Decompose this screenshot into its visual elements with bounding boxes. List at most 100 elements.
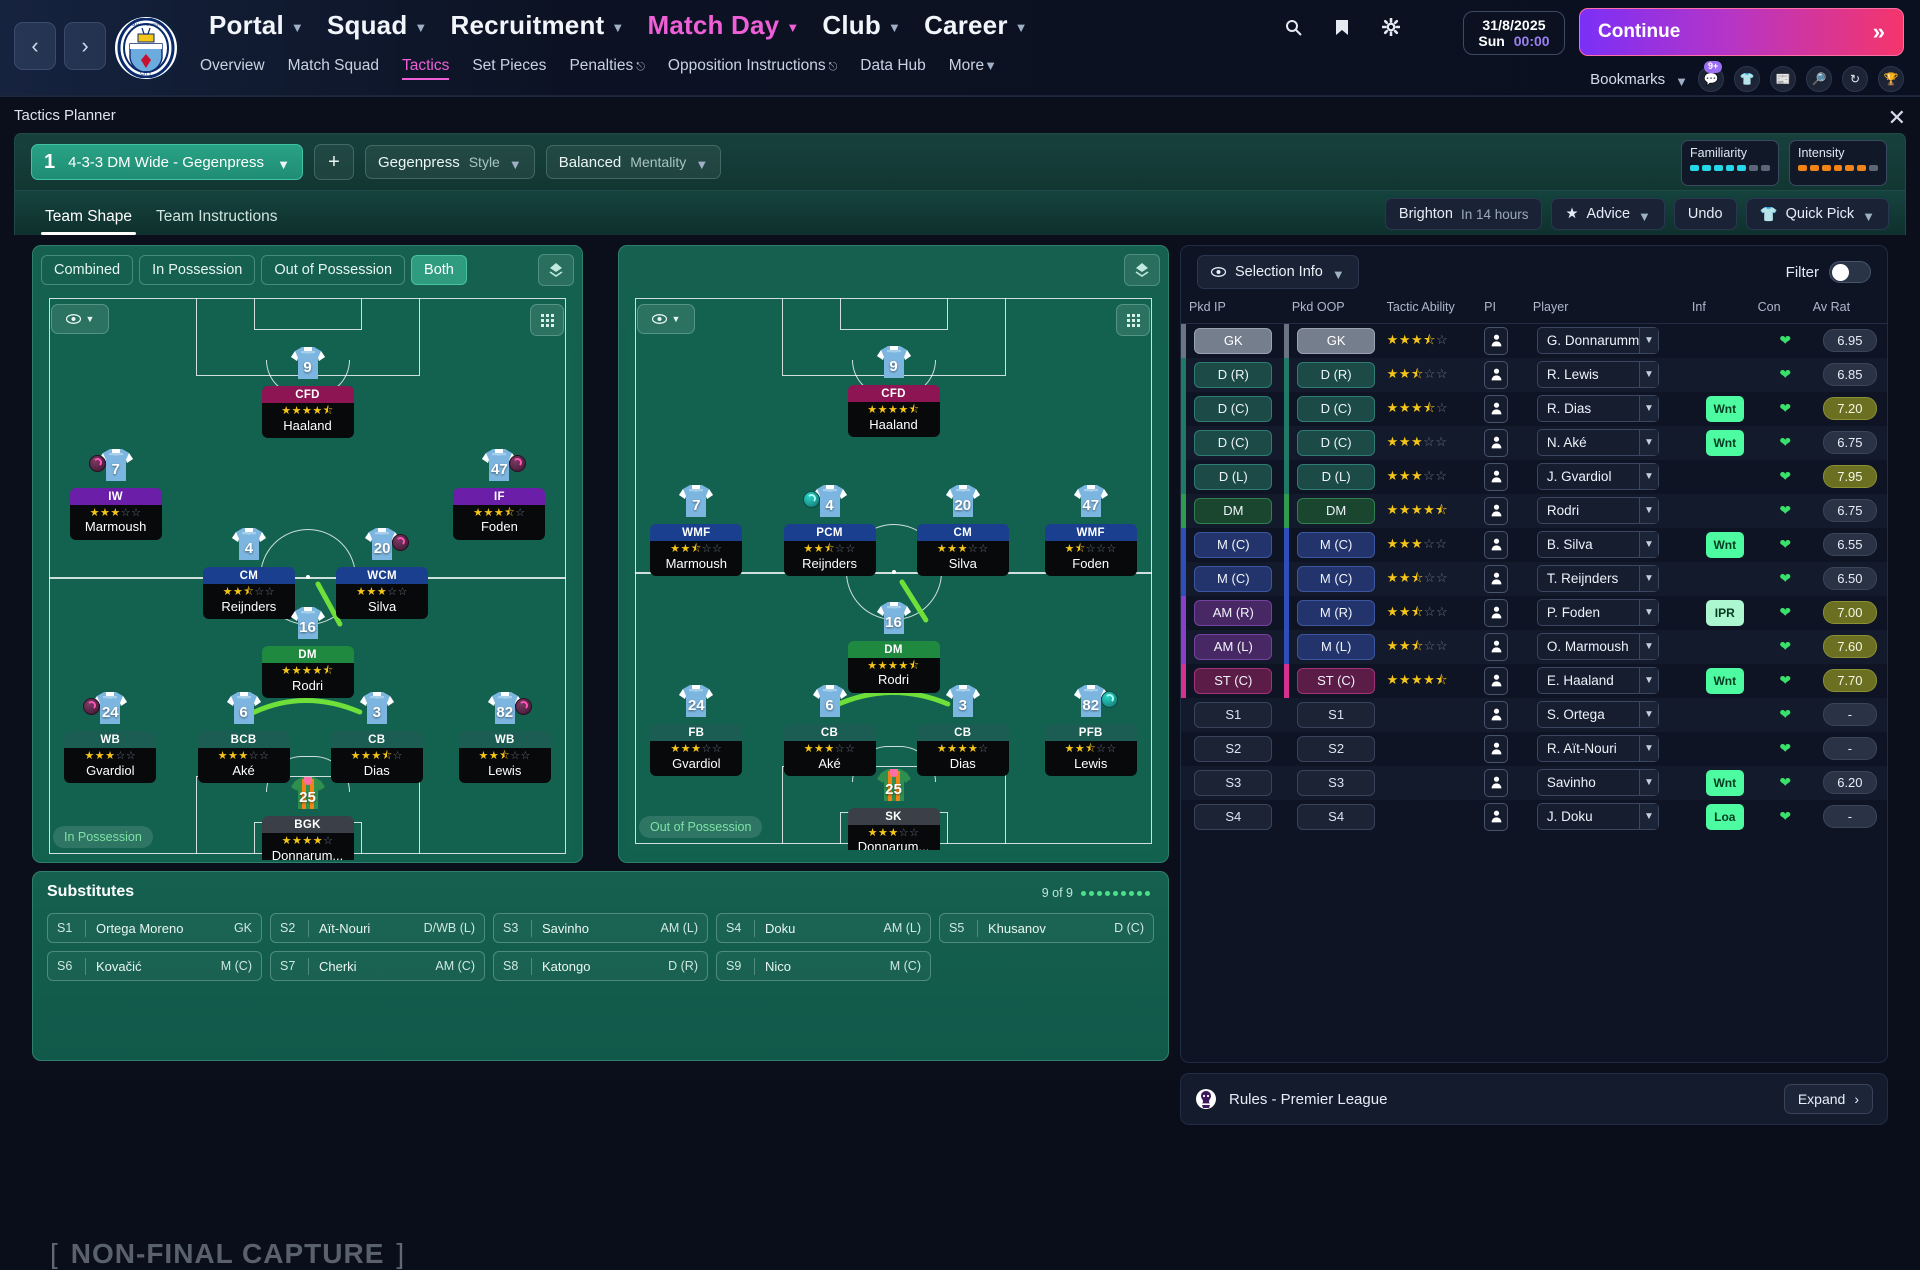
cell-pkd-oop[interactable]: S3	[1289, 766, 1387, 800]
position-button-oop[interactable]: M (R)	[1297, 599, 1376, 626]
player-instructions-icon[interactable]	[1484, 734, 1509, 763]
player-instructions-icon[interactable]	[1484, 598, 1509, 627]
position-button-oop[interactable]: ST (C)	[1297, 667, 1376, 694]
next-opponent-chip[interactable]: Brighton In 14 hours	[1384, 198, 1543, 230]
player-token[interactable]: 24 FB ★★★☆☆ Gvardiol	[650, 683, 743, 777]
add-formation-button[interactable]: +	[314, 144, 354, 180]
player-select[interactable]: J. Gvardiol ▼	[1536, 463, 1659, 490]
table-row[interactable]: GK GK ★★★⯪☆ G. Donnarumma ▼ ❤ 6.95	[1181, 323, 1887, 358]
mode-out-of-possession[interactable]: Out of Possession	[261, 255, 406, 285]
table-row[interactable]: S3 S3 Savinho ▼ Wnt ❤ 6.20	[1181, 765, 1887, 800]
cell-pkd-oop[interactable]: GK	[1289, 324, 1387, 358]
cell-pkd-ip[interactable]: D (R)	[1186, 358, 1284, 392]
player-instructions-icon[interactable]	[1484, 462, 1509, 491]
substitute-slot[interactable]: S4 Doku AM (L)	[716, 913, 931, 943]
cell-pkd-ip[interactable]: S1	[1186, 698, 1284, 732]
player-token[interactable]: 47 IF ★★★⯪☆ Foden	[453, 447, 546, 540]
position-button-ip[interactable]: M (C)	[1194, 531, 1273, 558]
cell-pkd-ip[interactable]: D (L)	[1186, 460, 1284, 494]
menu-item-match-day[interactable]: Match Day ▼	[638, 6, 808, 45]
player-instructions-icon[interactable]	[1484, 496, 1509, 525]
cell-pi[interactable]	[1484, 562, 1533, 596]
pitch-grid-icon[interactable]	[530, 304, 564, 336]
player-token[interactable]: 4 PCM ★★⯪☆☆ Reijnders	[783, 483, 876, 576]
pitch-layout-icon-secondary[interactable]	[1124, 254, 1160, 286]
cell-pi[interactable]	[1484, 324, 1533, 358]
cell-player[interactable]: P. Foden ▼	[1533, 596, 1692, 630]
cell-pkd-oop[interactable]: M (L)	[1289, 630, 1387, 664]
substitute-slot[interactable]: S8 Katongo D (R)	[493, 951, 708, 981]
player-select[interactable]: S. Ortega ▼	[1536, 701, 1659, 728]
player-token[interactable]: 20 CM ★★★☆☆ Silva	[916, 483, 1009, 576]
trophy-icon[interactable]: 🏆	[1878, 66, 1904, 92]
position-button-oop[interactable]: S1	[1297, 701, 1376, 728]
cell-pkd-oop[interactable]: M (C)	[1289, 528, 1387, 562]
pitch-layout-icon[interactable]	[538, 254, 574, 286]
subnav-item-penalties[interactable]: Penalties ⎋	[569, 57, 644, 80]
table-row[interactable]: D (C) D (C) ★★★☆☆ N. Aké ▼ Wnt ❤ 6.75	[1181, 425, 1887, 460]
filter-toggle[interactable]	[1829, 261, 1871, 283]
shirt-icon[interactable]: 👕	[1734, 66, 1760, 92]
cell-pkd-oop[interactable]: D (R)	[1289, 358, 1387, 392]
player-token[interactable]: 25 BGK ★★★★☆ Donnarum...	[261, 775, 354, 860]
quick-pick-button[interactable]: 👕 Quick Pick ▼	[1745, 198, 1889, 230]
player-token[interactable]: 3 CB ★★★⯪☆ Dias	[330, 690, 423, 784]
scout-icon[interactable]: 🔎	[1806, 66, 1832, 92]
position-button-oop[interactable]: D (C)	[1297, 395, 1376, 422]
player-select[interactable]: P. Foden ▼	[1536, 599, 1659, 626]
cell-player[interactable]: R. Lewis ▼	[1533, 358, 1692, 392]
game-date-box[interactable]: 31/8/2025 Sun 00:00	[1463, 11, 1565, 55]
cell-pkd-ip[interactable]: D (C)	[1186, 426, 1284, 460]
player-instructions-icon[interactable]	[1484, 326, 1509, 355]
table-row[interactable]: DM DM ★★★★⯪ Rodri ▼ ❤ 6.75	[1181, 493, 1887, 528]
cell-player[interactable]: J. Gvardiol ▼	[1533, 460, 1692, 494]
player-instructions-icon[interactable]	[1484, 768, 1509, 797]
player-token[interactable]: 6 BCB ★★★☆☆ Aké	[197, 690, 290, 784]
bookmark-icon[interactable]	[1335, 19, 1349, 36]
cell-pkd-ip[interactable]: AM (L)	[1186, 630, 1284, 664]
cell-pkd-ip[interactable]: GK	[1186, 324, 1284, 358]
cell-pkd-oop[interactable]: ST (C)	[1289, 664, 1387, 698]
pitch-visibility-button-secondary[interactable]: ▼	[637, 304, 695, 334]
player-select[interactable]: R. Aït-Nouri ▼	[1536, 735, 1659, 762]
pitch-out-of-possession[interactable]: ▼ Out of Possession 9 CFD ★★★★⯪ Haaland 7 WMF…	[627, 294, 1160, 850]
player-select[interactable]: R. Lewis ▼	[1536, 361, 1659, 388]
player-instructions-icon[interactable]	[1484, 360, 1509, 389]
subnav-item-more[interactable]: More▼	[949, 57, 997, 80]
menu-item-career[interactable]: Career ▼	[915, 6, 1037, 45]
table-row[interactable]: D (R) D (R) ★★⯪☆☆ R. Lewis ▼ ❤ 6.85	[1181, 357, 1887, 392]
subnav-item-overview[interactable]: Overview	[200, 57, 265, 80]
player-select[interactable]: O. Marmoush ▼	[1536, 633, 1659, 660]
cell-pi[interactable]	[1484, 460, 1533, 494]
cell-player[interactable]: R. Aït-Nouri ▼	[1533, 732, 1692, 766]
position-button-ip[interactable]: D (L)	[1194, 463, 1273, 490]
table-row[interactable]: D (L) D (L) ★★★☆☆ J. Gvardiol ▼ ❤ 7.95	[1181, 459, 1887, 494]
subnav-item-match-squad[interactable]: Match Squad	[288, 57, 379, 80]
close-icon[interactable]: ✕	[1887, 105, 1906, 130]
position-button-oop[interactable]: D (R)	[1297, 361, 1376, 388]
position-button-oop[interactable]: GK	[1297, 327, 1376, 354]
expand-rules-button[interactable]: Expand ›	[1783, 1084, 1873, 1114]
player-instructions-icon[interactable]	[1484, 700, 1509, 729]
subnav-item-opposition-instructions[interactable]: Opposition Instructions ⎋	[668, 57, 837, 80]
player-instructions-icon[interactable]	[1484, 428, 1509, 457]
subnav-item-tactics[interactable]: Tactics	[401, 57, 450, 80]
cell-pkd-ip[interactable]: S2	[1186, 732, 1284, 766]
club-crest[interactable]: MANCHESTER CITY	[112, 14, 180, 82]
mentality-selector[interactable]: Balanced Mentality ▼	[545, 145, 722, 179]
cell-pi[interactable]	[1484, 732, 1533, 766]
cell-player[interactable]: B. Silva ▼	[1533, 528, 1692, 562]
tab-team-shape[interactable]: Team Shape	[33, 208, 144, 235]
position-button-ip[interactable]: S1	[1194, 701, 1273, 728]
substitute-slot[interactable]: S5 Khusanov D (C)	[939, 913, 1154, 943]
position-button-ip[interactable]: S2	[1194, 735, 1273, 762]
player-token[interactable]: 24 WB ★★★☆☆ Gvardiol	[64, 690, 157, 784]
formation-selector[interactable]: 1 4-3-3 DM Wide - Gegenpress ▼	[31, 144, 303, 180]
search-icon[interactable]	[1285, 19, 1302, 36]
player-token[interactable]: 47 WMF ★⯪☆☆☆ Foden	[1044, 483, 1137, 576]
cell-pkd-oop[interactable]: DM	[1289, 494, 1387, 528]
position-button-ip[interactable]: GK	[1194, 327, 1273, 354]
player-instructions-icon[interactable]	[1484, 530, 1509, 559]
cell-player[interactable]: J. Doku ▼	[1533, 800, 1692, 834]
player-token[interactable]: 7 WMF ★★⯪☆☆ Marmoush	[650, 483, 743, 576]
